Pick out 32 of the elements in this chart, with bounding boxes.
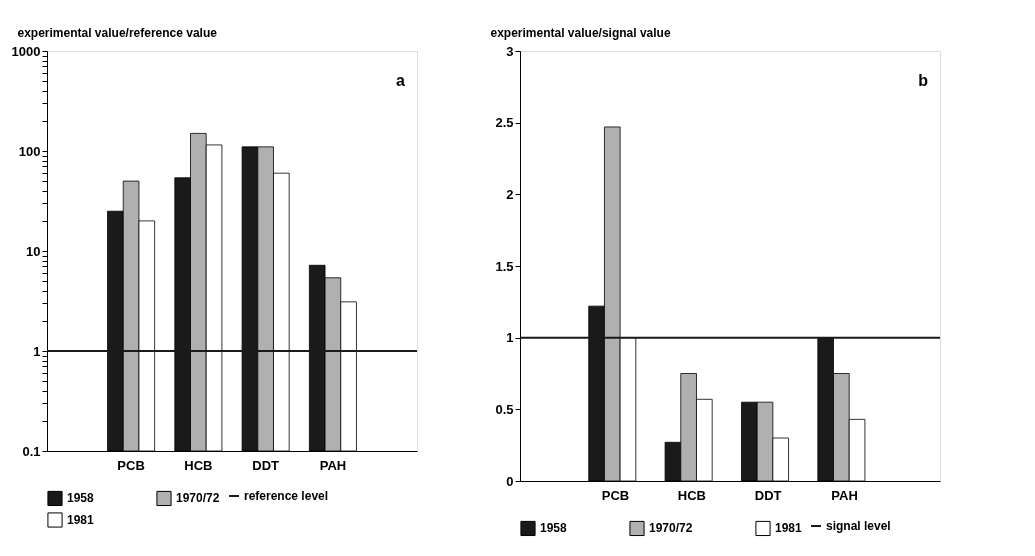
x-tick-label: PCB [601, 487, 630, 503]
y-tick-label: 0.1 [22, 443, 41, 459]
legend-label: signal level [826, 519, 891, 533]
y-tick-label: 100 [18, 143, 41, 159]
legend-label: 1958 [540, 521, 568, 536]
annotation: b [918, 72, 929, 89]
legend-label: 1981 [775, 521, 803, 536]
y-tick-label: 3 [506, 43, 514, 59]
legend-label: 1981 [67, 513, 95, 527]
x-tick-label: HCB [184, 457, 213, 473]
y-tick-label: 2.5 [495, 115, 514, 131]
y-tick-label: 1 [33, 343, 41, 359]
x-tick-label: PAH [319, 457, 347, 473]
y-axis-title: experimental value/reference value [17, 25, 218, 40]
x-tick-label: PAH [831, 487, 858, 503]
legend-label: 1958 [67, 491, 95, 506]
y-tick-label: 0.5 [495, 401, 514, 417]
legend-label: 1970/72 [649, 521, 693, 536]
y-tick-label: 0 [506, 473, 514, 489]
y-tick-label: 1.5 [495, 258, 514, 274]
legend-label: reference level [244, 489, 329, 503]
annotation: a [396, 72, 406, 89]
y-tick-label: 1 [506, 330, 514, 346]
y-tick-label: 10 [26, 243, 41, 259]
x-tick-label: DDT [754, 487, 782, 503]
x-tick-label: HCB [677, 487, 706, 503]
x-tick-label: DDT [252, 457, 280, 473]
y-tick-label: 2 [506, 186, 514, 202]
y-axis-title: experimental value/signal value [490, 25, 671, 40]
x-tick-label: PCB [117, 457, 145, 473]
y-tick-label: 1000 [11, 43, 41, 59]
legend-label: 1970/72 [176, 491, 220, 506]
